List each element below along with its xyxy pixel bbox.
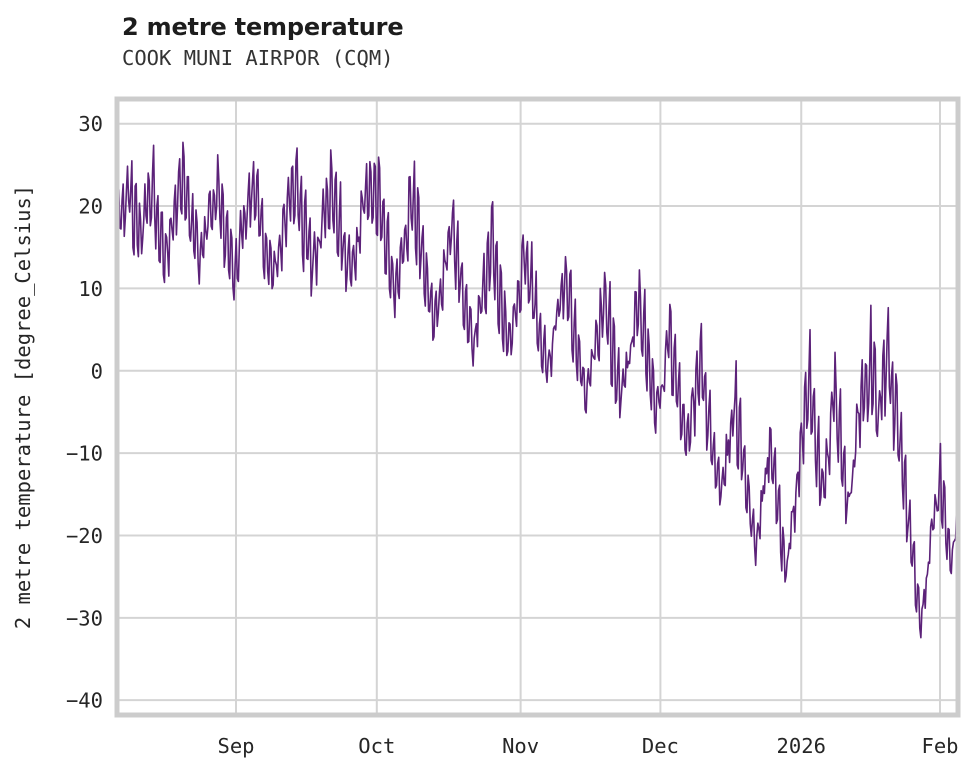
grid-lines [117,99,958,715]
y-axis-tick-label: −10 [66,442,103,466]
y-axis-tick-label: −20 [66,524,103,548]
y-axis-tick-label: 10 [78,277,103,301]
data-series-layer [117,141,958,639]
x-axis-tick-label: Sep [217,734,254,758]
x-axis-tick-label: Dec [642,734,679,758]
y-axis-tick-label: −30 [66,606,103,630]
plot-frame-rect [114,96,961,718]
title-block: 2 metre temperature COOK MUNI AIRPOR (CQ… [122,12,942,71]
x-axis-tick-label: Oct [358,734,395,758]
y-axis-tick-labels: 30 20 10 0 −10 −20 −30 −40 [66,112,103,712]
y-axis-tick-label: −40 [66,689,103,713]
x-axis-tick-label: Nov [502,734,539,758]
page-title: 2 metre temperature [122,13,404,41]
y-axis-tick-label: 20 [78,195,103,219]
x-axis-tick-labels: Sep Oct Nov Dec 2026 Feb [217,734,958,758]
y-axis-tick-label: 30 [78,112,103,136]
y-axis-tick-label: 0 [91,359,103,383]
x-axis-tick-label: 2026 [777,734,826,758]
chart-subtitle: COOK MUNI AIRPOR (CQM) [122,46,394,70]
x-axis-tick-label: Feb [921,734,958,758]
temperature-line [117,141,958,639]
plot-frame [114,96,961,718]
